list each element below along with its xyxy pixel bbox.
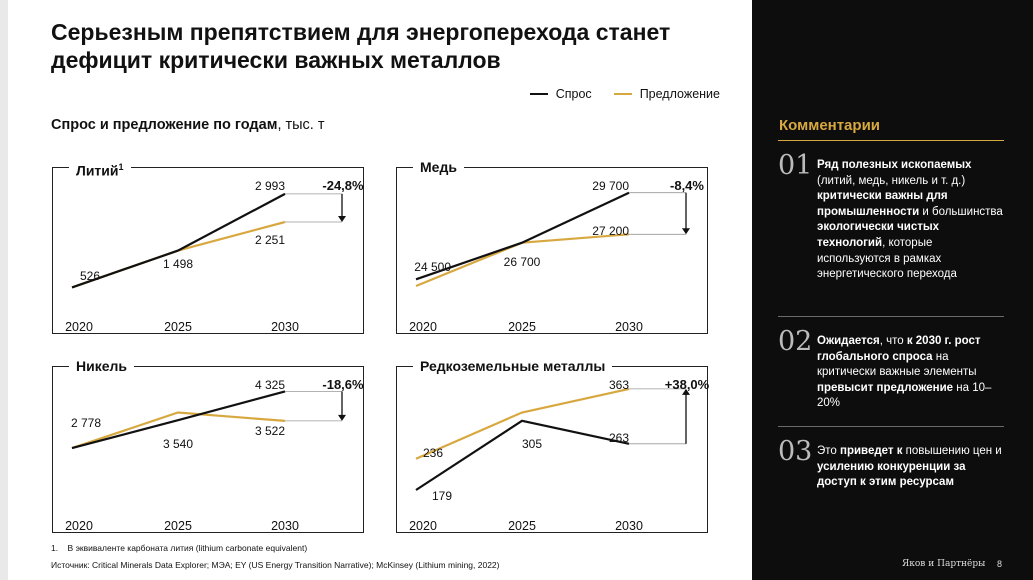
- value-label: 236: [423, 446, 443, 460]
- panel-title: Никель: [69, 357, 135, 375]
- value-label: 3 540: [163, 437, 193, 451]
- comments-underline: [778, 140, 1004, 141]
- demand-line: [71, 192, 286, 289]
- x-tick-label: 2025: [164, 519, 192, 533]
- chart-canvas: -18,6% 2 778 3 540 4 325 3 522 2020 2025 2030: [65, 377, 364, 533]
- delta-label: -18,6%: [322, 377, 364, 392]
- supply-line: [71, 220, 286, 289]
- chart-canvas: -8,4% 24 500 26 700 29 700 27 200 2020 2025 203…: [409, 178, 704, 334]
- subtitle-bold: Спрос и предложение по годам: [51, 117, 278, 133]
- value-label: 29 700: [592, 179, 629, 193]
- delta-label: +38,0%: [665, 377, 710, 392]
- source-note: Источник: Critical Minerals Data Explore…: [51, 560, 500, 570]
- delta-arrowhead: [682, 228, 690, 235]
- comment-text: Это приведет к повышению цен и усилению …: [817, 445, 1002, 489]
- legend: Спрос Предложение: [529, 87, 720, 101]
- slide-title: Серьезным препятствием для энергопереход…: [51, 19, 671, 73]
- divider: [778, 316, 1004, 317]
- legend-demand-label: Спрос: [555, 87, 592, 101]
- legend-demand: Спрос: [529, 87, 592, 101]
- delta-arrowhead: [682, 388, 690, 395]
- x-tick-label: 2030: [615, 320, 643, 334]
- divider: [778, 426, 1004, 427]
- legend-supply: Предложение: [613, 87, 720, 101]
- x-tick-label: 2020: [409, 519, 437, 533]
- comment-text: Ожидается, что к 2030 г. рост глобальног…: [817, 335, 992, 410]
- footnote: 1. В эквиваленте карбоната лития (lithiu…: [51, 543, 308, 553]
- value-label: 27 200: [592, 224, 629, 238]
- x-tick-label: 2025: [164, 320, 192, 334]
- value-label: 263: [609, 431, 629, 445]
- subtitle-unit: , тыс. т: [277, 117, 325, 133]
- page-number: 8: [997, 559, 1003, 569]
- panel-title: Литий1: [69, 158, 131, 180]
- panel-title: Редкоземельные металлы: [413, 357, 613, 375]
- panel-lithium: Литий1 -24,8% 526 1 498 2 993 2 251 2020 2025 2…: [52, 158, 364, 334]
- chart-subtitle: Спрос и предложение по годам, тыс. т: [51, 117, 325, 133]
- x-tick-label: 2030: [271, 320, 299, 334]
- comments-title: Комментарии: [779, 117, 881, 134]
- supply-line: [71, 411, 286, 450]
- delta-label: -24,8%: [322, 178, 364, 193]
- x-tick-label: 2020: [65, 519, 93, 533]
- demand-line: [415, 191, 630, 281]
- x-tick-label: 2030: [615, 519, 643, 533]
- delta-arrowhead: [338, 216, 346, 222]
- slide-main: Серьезным препятствием для энергопереход…: [0, 0, 720, 580]
- legend-supply-swatch: [613, 93, 632, 95]
- x-tick-label: 2025: [508, 320, 536, 334]
- x-tick-label: 2020: [65, 320, 93, 334]
- x-tick-label: 2020: [409, 320, 437, 334]
- value-label: 305: [522, 437, 542, 451]
- demand-line: [71, 390, 286, 450]
- legend-supply-label: Предложение: [639, 87, 720, 101]
- value-label: 363: [609, 378, 629, 392]
- edge-shadow: [0, 0, 8, 580]
- comment-number: 01: [778, 150, 813, 181]
- x-tick-label: 2030: [271, 519, 299, 533]
- value-label: 179: [432, 489, 452, 503]
- comment-number: 02: [778, 326, 813, 357]
- brand-logo: Яков и Партнёры: [902, 559, 986, 569]
- legend-demand-swatch: [529, 93, 548, 95]
- delta-label: -8,4%: [670, 178, 704, 193]
- value-label: 2 251: [255, 233, 285, 247]
- value-label: 26 700: [504, 255, 541, 269]
- value-label: 4 325: [255, 378, 285, 392]
- panel-title: Медь: [413, 158, 464, 176]
- demand-line: [415, 419, 630, 491]
- value-label: 526: [80, 269, 100, 283]
- value-label: 3 522: [255, 424, 285, 438]
- supply-line: [415, 387, 630, 460]
- panel-copper: Медь -8,4% 24 500 26 700 29 700 27 200 2020 20…: [396, 158, 708, 334]
- comment-number: 03: [778, 436, 813, 467]
- value-label: 1 498: [163, 257, 193, 271]
- value-label: 2 778: [71, 416, 101, 430]
- comment-text: Ряд полезных ископаемых (литий, медь, ни…: [817, 159, 1003, 281]
- x-tick-label: 2025: [508, 519, 536, 533]
- chart-canvas: +38,0% 179 305 363 263 236 2020 2025 2030: [409, 377, 710, 533]
- panel-rare-earth: Редкоземельные металлы +38,0% 179 305 363 26…: [396, 357, 710, 533]
- panel-nickel: Никель -18,6% 2 778 3 540 4 325 3 522 2020 202…: [52, 357, 364, 533]
- comments-sidebar: Комментарии 01 Ряд полезных ископаемых (…: [752, 0, 1033, 580]
- chart-canvas: -24,8% 526 1 498 2 993 2 251 2020 2025 2030: [65, 178, 364, 334]
- delta-arrowhead: [338, 414, 346, 421]
- value-label: 2 993: [255, 179, 285, 193]
- value-label: 24 500: [414, 260, 451, 274]
